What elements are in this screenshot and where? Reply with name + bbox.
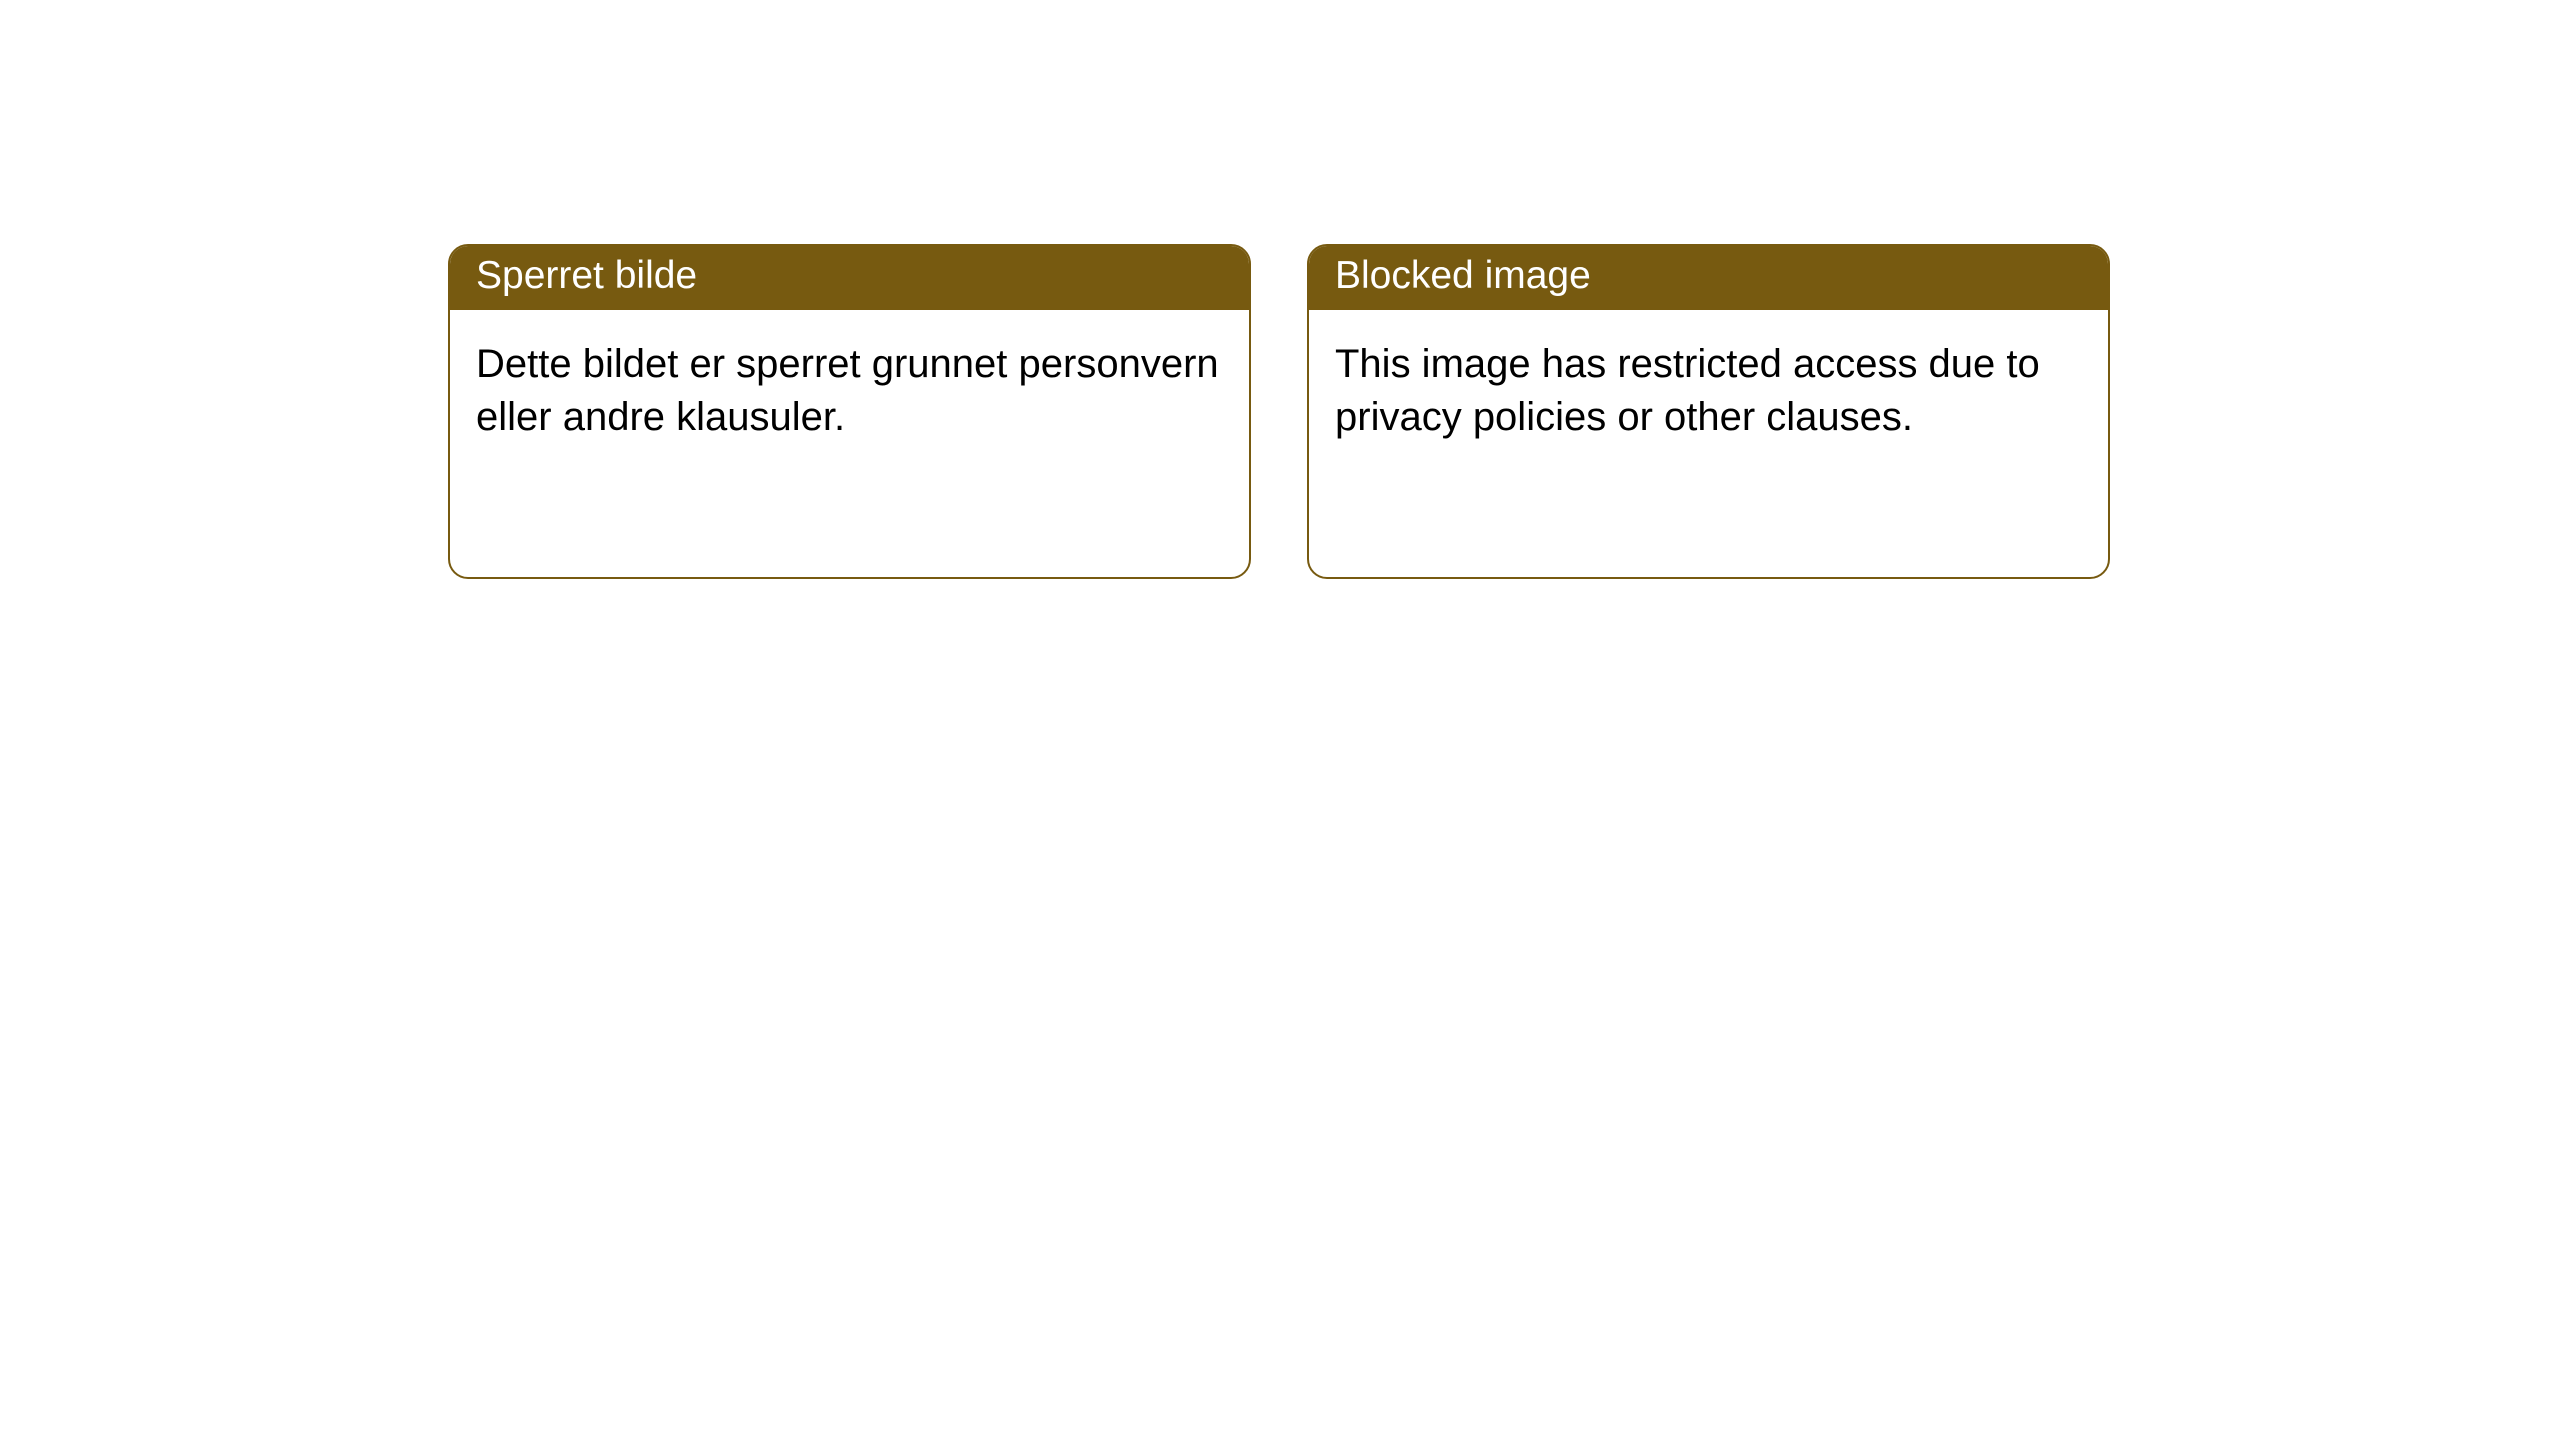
- notice-body: Dette bildet er sperret grunnet personve…: [450, 310, 1249, 472]
- notice-header: Sperret bilde: [450, 246, 1249, 310]
- notice-cards-container: Sperret bilde Dette bildet er sperret gr…: [448, 244, 2110, 579]
- notice-card-norwegian: Sperret bilde Dette bildet er sperret gr…: [448, 244, 1251, 579]
- notice-header: Blocked image: [1309, 246, 2108, 310]
- notice-card-english: Blocked image This image has restricted …: [1307, 244, 2110, 579]
- notice-body: This image has restricted access due to …: [1309, 310, 2108, 472]
